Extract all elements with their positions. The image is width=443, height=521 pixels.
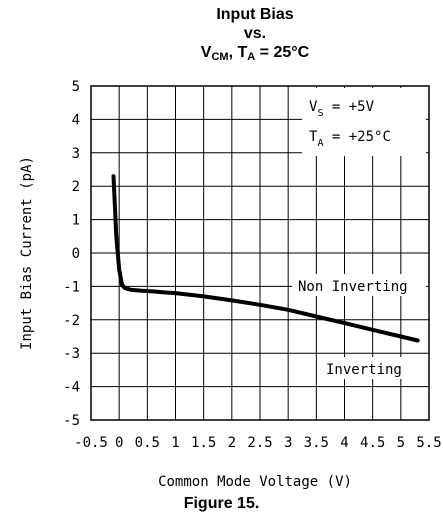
x-tick-label: 2 bbox=[228, 435, 236, 451]
y-tick-label: -3 bbox=[63, 346, 80, 362]
x-tick-label: 3 bbox=[284, 435, 292, 451]
x-tick-labels: -0.5 0 0.5 1 1.5 2 2.5 3 3.5 4 4.5 5 5.5 bbox=[74, 435, 442, 451]
y-tick-label: 1 bbox=[72, 213, 80, 229]
plot-frame bbox=[90, 85, 430, 421]
title-v-sub: CM bbox=[211, 51, 229, 63]
x-tick-label: 4.5 bbox=[360, 435, 385, 451]
x-tick-label: -0.5 bbox=[74, 435, 108, 451]
y-tick-label: 3 bbox=[72, 146, 80, 162]
condition-ta: TA = +25°C bbox=[309, 129, 391, 149]
annotation-non-inverting: Non Inverting bbox=[298, 279, 408, 295]
x-tick-label: 4 bbox=[340, 435, 348, 451]
x-tick-label: 5.5 bbox=[416, 435, 441, 451]
y-tick-labels: 5 4 3 2 1 0 -1 -2 -3 -4 -5 bbox=[63, 79, 80, 429]
title-t-sub: A bbox=[247, 51, 256, 63]
x-tick-label: 1.5 bbox=[191, 435, 216, 451]
title-t: , T bbox=[228, 44, 248, 61]
y-tick-label: 5 bbox=[72, 79, 80, 95]
x-tick-label: 0.5 bbox=[135, 435, 160, 451]
y-tick-label: -2 bbox=[63, 313, 80, 329]
y-tick-label: 2 bbox=[72, 179, 80, 195]
chart-title-line3: VCM, TA = 25°C bbox=[80, 44, 430, 66]
y-axis-label: Input Bias Current (pA) bbox=[19, 156, 35, 350]
title-v: V bbox=[200, 44, 212, 61]
y-tick-label: 0 bbox=[72, 246, 80, 262]
condition-vs: VS = +5V bbox=[309, 99, 375, 119]
x-tick-label: 1 bbox=[171, 435, 179, 451]
bias-current-curve bbox=[111, 174, 420, 343]
title-end: = 25°C bbox=[255, 44, 310, 61]
conditions-box-bg bbox=[302, 88, 426, 156]
x-tick-label: 3.5 bbox=[304, 435, 329, 451]
y-tick-label: -4 bbox=[63, 380, 80, 396]
annotation-inverting: Inverting bbox=[326, 362, 402, 378]
x-axis-label: Common Mode Voltage (V) bbox=[158, 474, 352, 490]
figure-caption: Figure 15. bbox=[183, 495, 260, 512]
chart-title-line1: Input Bias bbox=[216, 6, 294, 23]
x-tick-label: 2.5 bbox=[247, 435, 272, 451]
x-tick-label: 0 bbox=[115, 435, 123, 451]
x-tick-label: 5 bbox=[397, 435, 405, 451]
inverting-label-bg bbox=[320, 357, 410, 379]
y-tick-label: -5 bbox=[63, 413, 80, 429]
y-tick-label: 4 bbox=[72, 112, 80, 128]
non-inverting-label-bg bbox=[292, 274, 426, 296]
y-tick-label: -1 bbox=[63, 279, 80, 295]
chart-title-line2: vs. bbox=[243, 25, 267, 42]
